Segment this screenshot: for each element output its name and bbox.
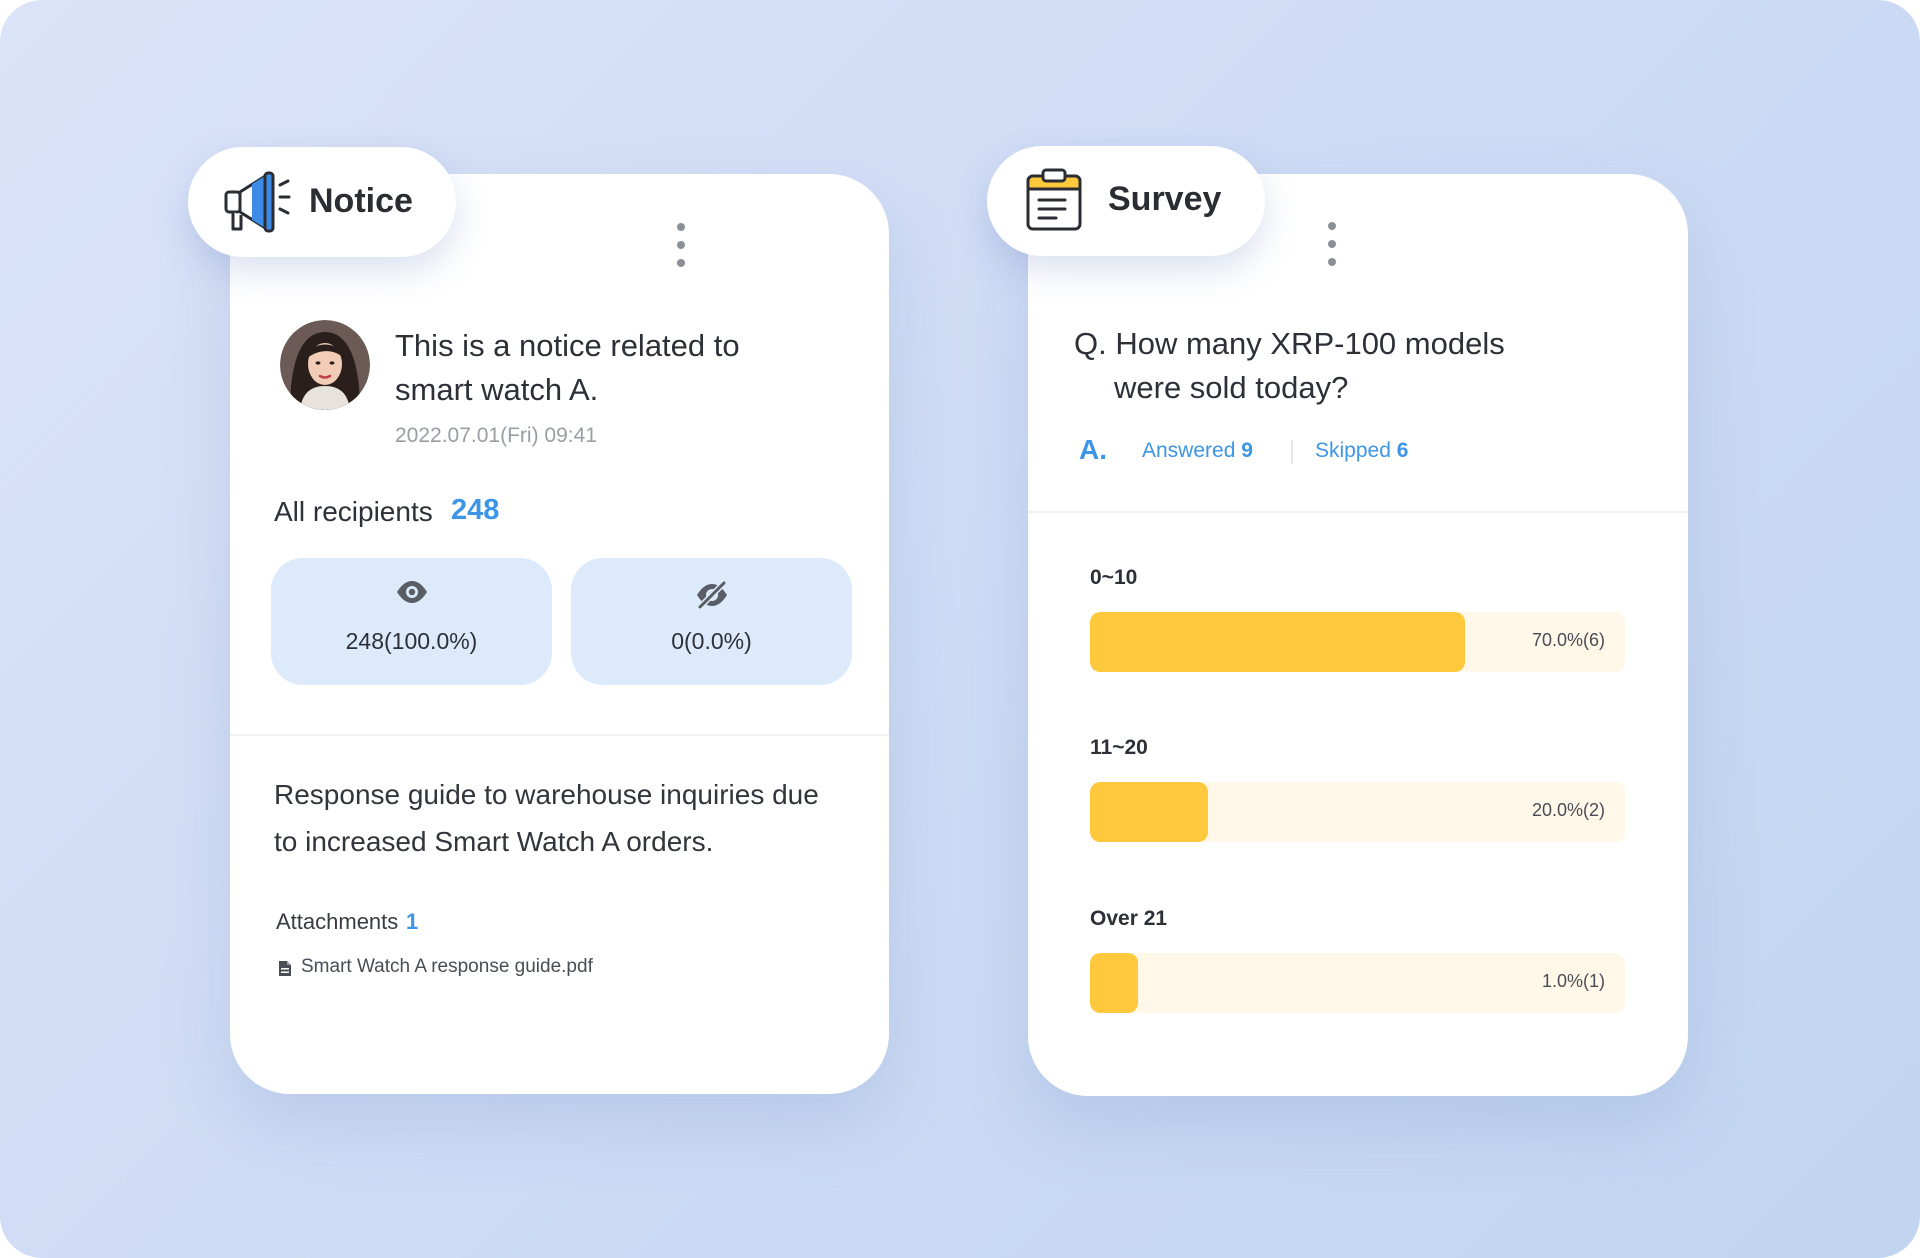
read-stat-box[interactable]: 248(100.0%) <box>271 558 552 685</box>
option-label: Over 21 <box>1090 907 1168 930</box>
option-label: 11~20 <box>1090 736 1148 759</box>
file-icon <box>278 960 292 982</box>
option-bar-fill <box>1090 612 1465 672</box>
survey-question-line1: Q. How many XRP-100 models <box>1074 326 1505 361</box>
read-stat-value: 248(100.0%) <box>345 628 478 654</box>
survey-card: Q. How many XRP-100 models were sold tod… <box>1028 174 1688 1096</box>
attachment-file-link[interactable]: Smart Watch A response guide.pdf <box>301 956 593 977</box>
skipped-count: 6 <box>1396 439 1409 462</box>
unread-stat-value: 0(0.0%) <box>671 628 752 654</box>
option-value: 70.0%(6) <box>1531 630 1605 650</box>
notice-date: 2022.07.01(Fri) 09:41 <box>395 424 597 447</box>
megaphone-icon <box>221 169 293 240</box>
unread-stat-box[interactable]: 0(0.0%) <box>571 558 852 685</box>
recipients-count: 248 <box>451 494 500 526</box>
notice-description: Response guide to warehouse inquiries du… <box>274 779 819 857</box>
avatar <box>280 320 370 410</box>
answer-marker: A. <box>1079 434 1107 465</box>
notice-header-pill: Notice <box>188 147 456 257</box>
notice-card: This is a notice related to smart watch … <box>230 174 889 1094</box>
attachments-label: Attachments <box>276 909 399 934</box>
clipboard-icon <box>1025 168 1083 237</box>
option-bar[interactable]: 1.0%(1) <box>1090 953 1625 1013</box>
divider <box>230 734 889 736</box>
divider <box>1028 511 1688 513</box>
option-bar-fill <box>1090 782 1208 842</box>
answered-link[interactable]: Answered 9 <box>1142 439 1253 463</box>
eye-off-icon <box>695 580 729 615</box>
attachments-count: 1 <box>406 909 419 934</box>
survey-header-pill: Survey <box>987 146 1265 256</box>
survey-question-line2: were sold today? <box>1114 370 1349 405</box>
survey-header-title: Survey <box>1108 180 1222 218</box>
survey-more-menu-icon[interactable] <box>1320 222 1344 266</box>
option-bar[interactable]: 70.0%(6) <box>1090 612 1625 672</box>
answered-count: 9 <box>1241 439 1253 462</box>
notice-title[interactable]: This is a notice related to smart watch … <box>395 328 740 407</box>
option-value: 20.0%(2) <box>1531 800 1605 820</box>
notice-header-title: Notice <box>309 182 413 220</box>
skipped-label: Skipped <box>1315 439 1391 462</box>
option-label: 0~10 <box>1090 566 1138 589</box>
option-bar-fill <box>1090 953 1139 1013</box>
option-value: 1.0%(1) <box>1541 971 1605 991</box>
recipients-label: All recipients <box>274 496 433 527</box>
answered-label: Answered <box>1142 439 1236 462</box>
eye-icon <box>395 580 429 609</box>
notice-more-menu-icon[interactable] <box>669 223 693 267</box>
option-bar[interactable]: 20.0%(2) <box>1090 782 1625 842</box>
skipped-link[interactable]: Skipped 6 <box>1315 439 1408 463</box>
separator <box>1291 440 1293 464</box>
